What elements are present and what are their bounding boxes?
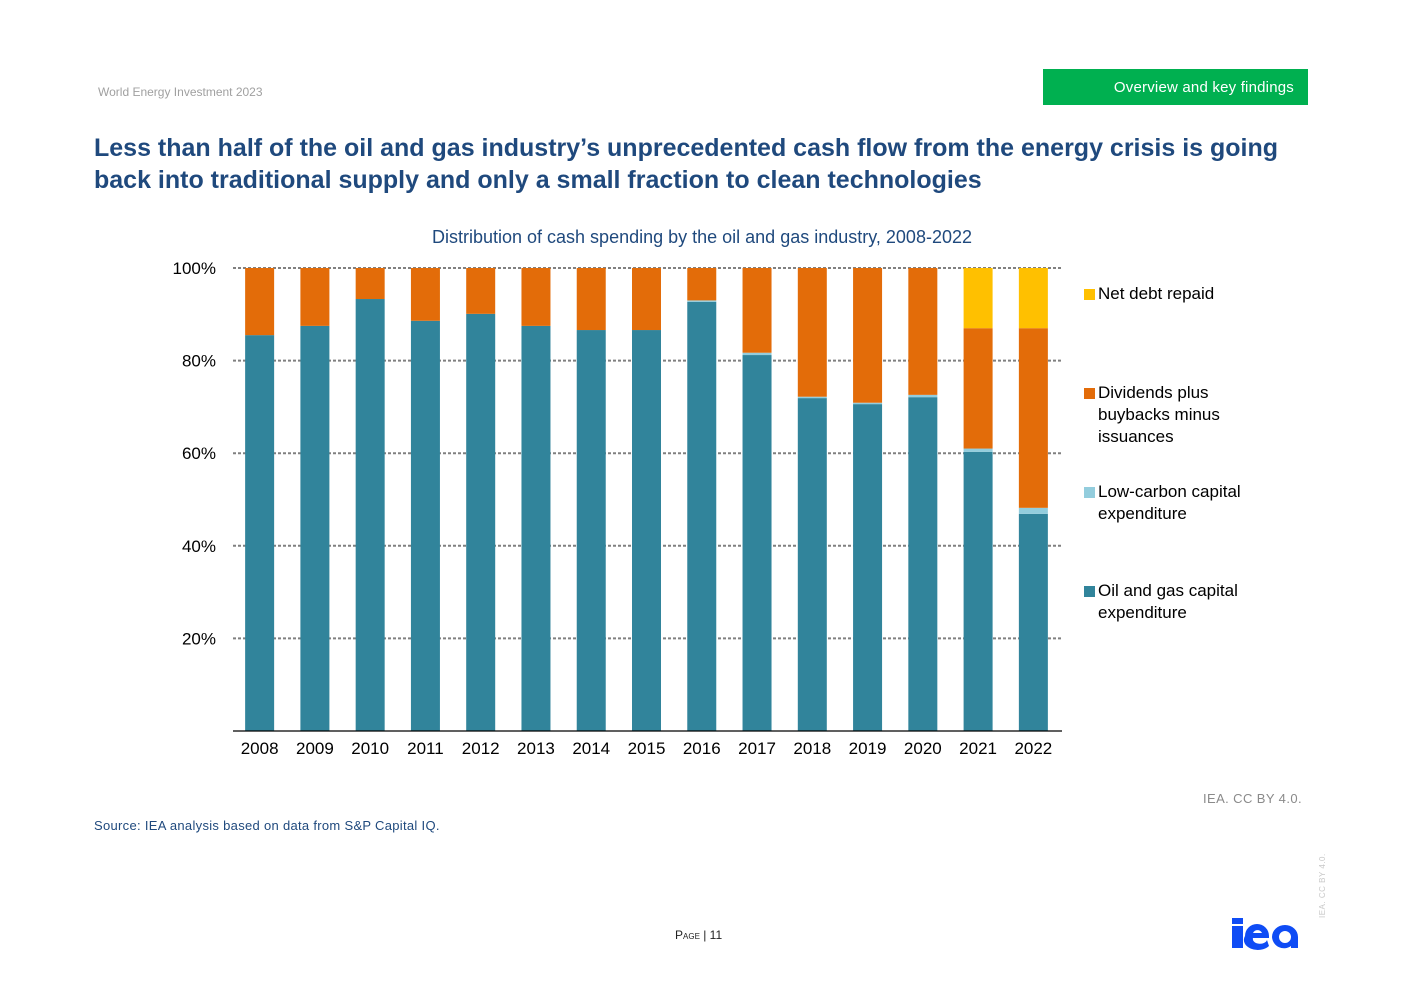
- bar-segment-oil-and-gas-capital-expenditure-2013: [521, 325, 551, 731]
- legend-swatch-oil-gas: [1084, 586, 1095, 597]
- bar-segment-dividends-plus-buybacks-minus-issuances-2016: [687, 268, 717, 301]
- bar-segment-dividends-plus-buybacks-minus-issuances-2019: [853, 268, 883, 403]
- legend-label-oil-gas: Oil and gas capital expenditure: [1098, 581, 1238, 622]
- bar-segment-oil-and-gas-capital-expenditure-2017: [742, 355, 772, 731]
- bar-segment-oil-and-gas-capital-expenditure-2020: [908, 397, 938, 731]
- x-tick-label: 2017: [738, 739, 776, 758]
- y-tick-label: 80%: [182, 352, 216, 371]
- x-tick-label: 2012: [462, 739, 500, 758]
- legend-swatch-dividends: [1084, 388, 1095, 399]
- bar-segment-oil-and-gas-capital-expenditure-2010: [355, 299, 385, 731]
- iea-logo[interactable]: [1232, 914, 1310, 955]
- section-tab-label: Overview and key findings: [1113, 78, 1294, 96]
- section-tab[interactable]: Overview and key findings: [1043, 69, 1308, 105]
- bar-segment-oil-and-gas-capital-expenditure-2014: [576, 330, 606, 731]
- x-tick-label: 2016: [683, 739, 721, 758]
- x-tick-label: 2019: [849, 739, 887, 758]
- x-tick-label: 2015: [628, 739, 666, 758]
- x-tick-label: 2013: [517, 739, 555, 758]
- bar-segment-oil-and-gas-capital-expenditure-2015: [632, 330, 661, 731]
- report-name: World Energy Investment 2023: [98, 85, 263, 99]
- bar-segment-dividends-plus-buybacks-minus-issuances-2014: [576, 268, 606, 331]
- legend-label-dividends: Dividends plus buybacks minus issuances: [1098, 383, 1220, 446]
- bar-segment-net-debt-repaid-2021: [963, 268, 993, 329]
- y-tick-label: 40%: [182, 537, 216, 556]
- bar-segment-low-carbon-capital-expenditure-2020: [908, 394, 938, 398]
- iea-logo-icon: [1232, 918, 1298, 950]
- x-tick-label: 2018: [793, 739, 831, 758]
- legend-item-dividends: Dividends plus buybacks minus issuances: [1084, 382, 1248, 448]
- bar-segment-oil-and-gas-capital-expenditure-2022: [1018, 513, 1048, 731]
- vertical-license: IEA. CC BY 4.0.: [1318, 853, 1327, 918]
- bar-segment-dividends-plus-buybacks-minus-issuances-2012: [466, 268, 496, 314]
- bar-segment-oil-and-gas-capital-expenditure-2009: [300, 325, 330, 731]
- bar-segment-dividends-plus-buybacks-minus-issuances-2008: [245, 268, 275, 336]
- x-tick-label: 2008: [241, 739, 279, 758]
- bar-segment-oil-and-gas-capital-expenditure-2021: [963, 451, 993, 731]
- legend-swatch-net-debt: [1084, 289, 1095, 300]
- bar-segment-dividends-plus-buybacks-minus-issuances-2018: [797, 268, 827, 397]
- bar-segment-low-carbon-capital-expenditure-2019: [853, 402, 883, 405]
- x-tick-label: 2014: [572, 739, 610, 758]
- page-title: Less than half of the oil and gas indust…: [94, 134, 1279, 194]
- bar-segment-dividends-plus-buybacks-minus-issuances-2020: [908, 268, 938, 395]
- x-tick-label: 2010: [351, 739, 389, 758]
- legend-item-low-carbon: Low-carbon capital expenditure: [1084, 481, 1248, 525]
- bar-segment-oil-and-gas-capital-expenditure-2016: [687, 301, 717, 731]
- legend-label-low-carbon: Low-carbon capital expenditure: [1098, 482, 1241, 523]
- bar-segment-low-carbon-capital-expenditure-2017: [742, 352, 772, 356]
- bar-segment-net-debt-repaid-2022: [1018, 268, 1048, 329]
- legend-item-net-debt: Net debt repaid: [1084, 283, 1248, 305]
- bar-segment-oil-and-gas-capital-expenditure-2011: [410, 320, 440, 731]
- x-tick-label: 2020: [904, 739, 942, 758]
- bar-segment-low-carbon-capital-expenditure-2016: [687, 300, 717, 302]
- bar-segment-low-carbon-capital-expenditure-2022: [1018, 507, 1048, 514]
- bar-segment-oil-and-gas-capital-expenditure-2019: [853, 404, 883, 731]
- x-tick-label: 2022: [1014, 739, 1052, 758]
- page-number: Page | 11: [675, 928, 723, 942]
- bar-segment-dividends-plus-buybacks-minus-issuances-2021: [963, 328, 993, 449]
- x-tick-label: 2009: [296, 739, 334, 758]
- chart-title: Distribution of cash spending by the oil…: [431, 227, 972, 247]
- legend-item-oil-gas: Oil and gas capital expenditure: [1084, 580, 1248, 624]
- license-text: IEA. CC BY 4.0.: [1203, 791, 1302, 806]
- bar-segment-dividends-plus-buybacks-minus-issuances-2015: [632, 268, 661, 331]
- source-note: Source: IEA analysis based on data from …: [94, 818, 440, 833]
- bar-segment-dividends-plus-buybacks-minus-issuances-2009: [300, 268, 330, 326]
- bar-segment-dividends-plus-buybacks-minus-issuances-2022: [1018, 328, 1048, 508]
- x-tick-label: 2011: [407, 739, 444, 758]
- bar-segment-dividends-plus-buybacks-minus-issuances-2010: [355, 268, 385, 300]
- y-tick-label: 20%: [182, 629, 216, 648]
- bar-segment-low-carbon-capital-expenditure-2021: [963, 448, 993, 452]
- bar-segment-dividends-plus-buybacks-minus-issuances-2013: [521, 268, 551, 326]
- bar-segment-oil-and-gas-capital-expenditure-2018: [797, 398, 827, 731]
- bar-segment-oil-and-gas-capital-expenditure-2008: [245, 335, 275, 731]
- bar-segment-oil-and-gas-capital-expenditure-2012: [466, 313, 496, 731]
- bar-segment-low-carbon-capital-expenditure-2018: [797, 396, 827, 399]
- y-tick-label: 60%: [182, 444, 216, 463]
- y-tick-label: 100%: [173, 259, 216, 278]
- legend-swatch-low-carbon: [1084, 487, 1095, 498]
- x-tick-label: 2021: [959, 739, 997, 758]
- bar-segment-dividends-plus-buybacks-minus-issuances-2017: [742, 268, 772, 353]
- bar-segment-dividends-plus-buybacks-minus-issuances-2011: [410, 268, 440, 321]
- legend-label-net-debt: Net debt repaid: [1098, 284, 1215, 303]
